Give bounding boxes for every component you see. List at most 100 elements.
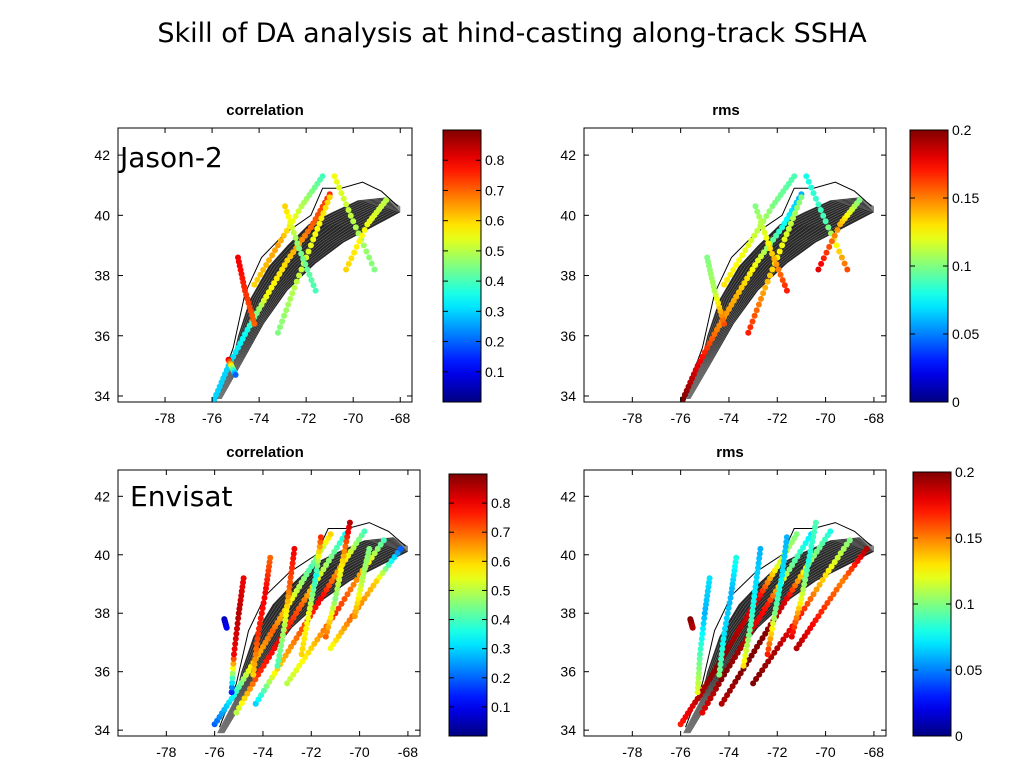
shelf-fill xyxy=(217,537,408,734)
track-point xyxy=(251,661,258,668)
track-point xyxy=(729,658,736,665)
contour-line xyxy=(219,208,401,400)
track-point xyxy=(347,212,354,219)
track-point xyxy=(255,630,262,637)
track-point xyxy=(755,564,761,571)
track-point xyxy=(773,600,780,607)
track-point xyxy=(762,284,769,291)
track-point xyxy=(363,248,370,255)
track-point xyxy=(237,340,244,347)
track-point xyxy=(263,581,270,587)
track-point xyxy=(269,674,275,681)
colorbar: 0 0.05 0.1 0.15 0.2 xyxy=(909,122,979,410)
track-point xyxy=(783,632,790,639)
track-point xyxy=(360,242,367,249)
y-tick-label: 34 xyxy=(94,722,110,738)
track-point xyxy=(761,229,768,236)
track-point xyxy=(282,652,289,659)
track-point xyxy=(815,613,822,620)
track-point xyxy=(775,266,782,273)
track-point xyxy=(283,607,290,614)
panel-title: correlation xyxy=(226,444,304,461)
track-point xyxy=(250,671,257,678)
y-tick-label: 36 xyxy=(94,664,110,680)
track-point xyxy=(314,562,321,569)
track-point xyxy=(293,635,300,642)
track-point xyxy=(301,597,308,604)
track-point xyxy=(338,190,345,197)
track-point xyxy=(750,680,757,687)
track-point xyxy=(793,531,800,538)
track-point xyxy=(753,676,760,682)
colorbar-gradient xyxy=(442,129,482,403)
track-point xyxy=(770,620,777,627)
track-point xyxy=(777,271,784,278)
track-point xyxy=(367,586,374,593)
track-point xyxy=(751,312,758,319)
track-point xyxy=(769,266,776,273)
track-point xyxy=(721,696,728,703)
track-point xyxy=(755,257,761,264)
track-point xyxy=(380,537,387,544)
track-point xyxy=(285,213,292,220)
track-point xyxy=(328,609,335,616)
track-point xyxy=(798,595,805,602)
track-point xyxy=(717,661,724,668)
track-point xyxy=(770,236,777,243)
track-point xyxy=(826,243,833,250)
track-point xyxy=(289,290,296,297)
track-point xyxy=(751,593,758,600)
track-point xyxy=(252,700,259,707)
track-point xyxy=(823,249,830,256)
track-point xyxy=(263,262,270,268)
x-tick-label: -68 xyxy=(398,744,418,760)
track-point xyxy=(818,260,825,267)
colorbar-tick-label: 0.15 xyxy=(952,190,979,206)
track-point xyxy=(237,597,244,604)
track-point xyxy=(742,247,749,254)
track-point xyxy=(269,252,276,259)
track-point xyxy=(252,676,259,683)
track-point xyxy=(234,625,240,632)
track-point xyxy=(704,592,711,599)
track-point xyxy=(833,242,840,249)
track-point xyxy=(233,630,240,637)
track-point xyxy=(791,624,798,631)
track-point xyxy=(754,569,761,576)
track-point xyxy=(789,562,796,568)
track-point xyxy=(783,595,790,602)
track-point xyxy=(793,614,800,621)
track-point xyxy=(694,684,701,691)
track-point xyxy=(303,625,310,632)
track-point xyxy=(825,224,832,231)
track-point xyxy=(774,645,781,652)
track-point xyxy=(312,287,319,294)
track-point xyxy=(296,662,303,669)
y-tick-label: 42 xyxy=(560,147,576,163)
track-point xyxy=(723,667,730,674)
colorbar-tick-label: 0.2 xyxy=(952,122,972,138)
track-point xyxy=(812,519,819,526)
track-point xyxy=(807,548,814,555)
track-point xyxy=(753,619,760,625)
contour-line xyxy=(689,209,874,400)
track-point xyxy=(732,654,738,661)
track-point xyxy=(811,529,818,536)
track-point xyxy=(803,571,809,578)
track-point xyxy=(295,208,302,215)
track-point xyxy=(311,581,318,588)
track-point xyxy=(752,203,759,210)
track-point xyxy=(322,204,329,211)
track-point xyxy=(298,250,305,257)
track-point xyxy=(239,583,246,590)
track-point xyxy=(720,635,727,642)
track-point xyxy=(235,615,242,622)
track-point xyxy=(750,598,757,605)
track-point xyxy=(325,624,332,631)
track-point xyxy=(337,571,343,578)
x-tick-label: -74 xyxy=(253,744,273,760)
track-point xyxy=(247,685,253,692)
track-point xyxy=(804,600,811,607)
track-point xyxy=(747,621,754,628)
track-point xyxy=(719,646,726,652)
